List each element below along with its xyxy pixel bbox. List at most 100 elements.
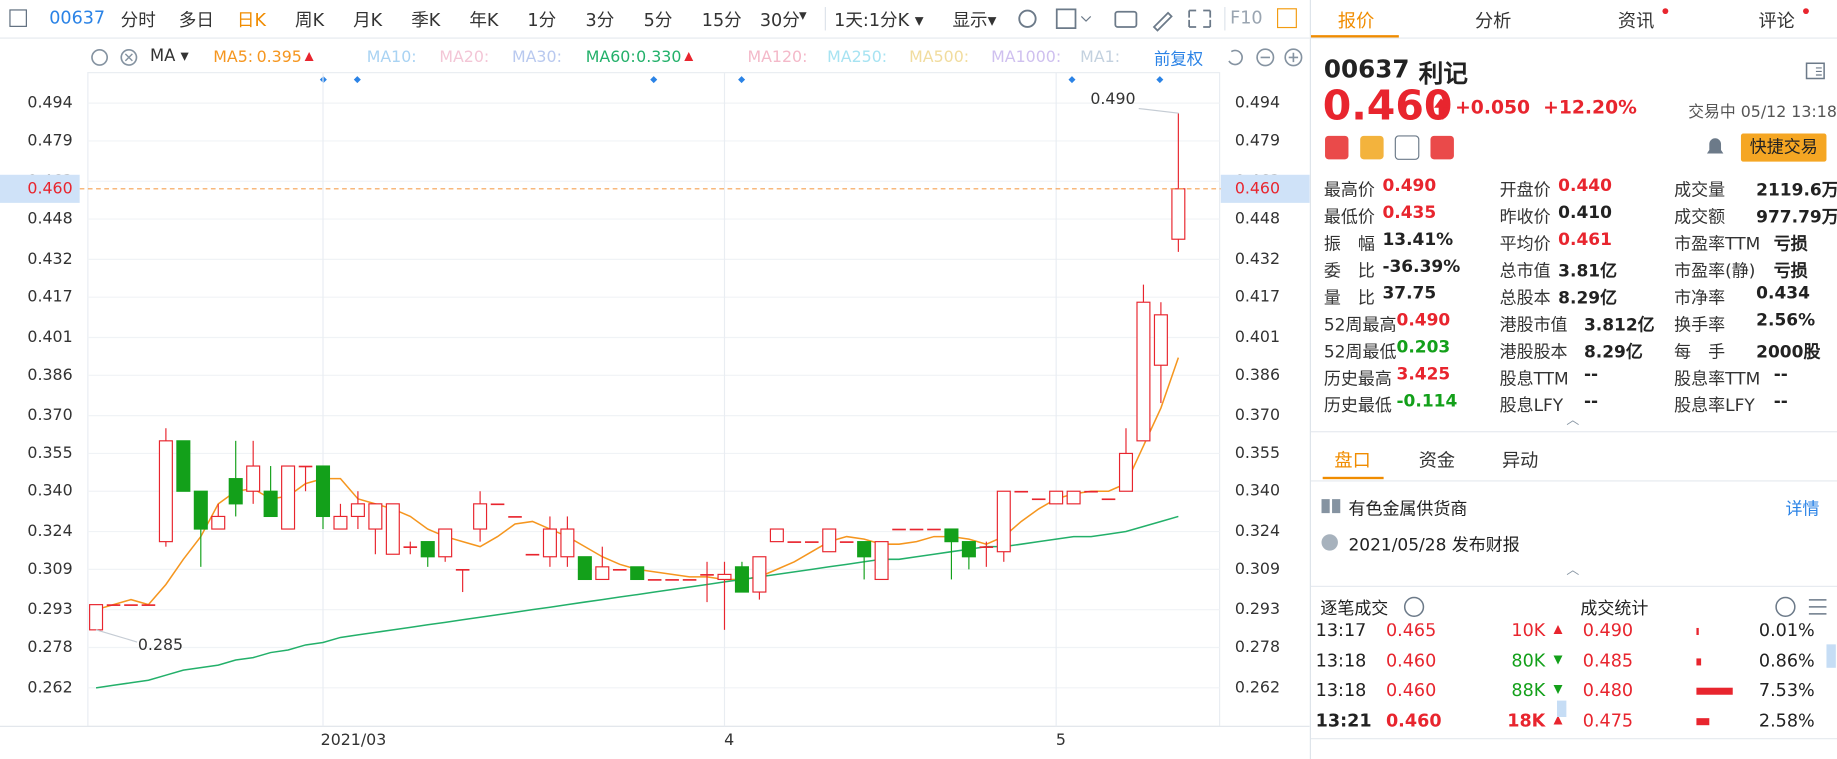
- period-tab[interactable]: 周K: [294, 9, 325, 31]
- event-marker[interactable]: [1068, 76, 1076, 84]
- y-tick-label: 0.479: [27, 130, 72, 149]
- trade-volume: 88K: [1511, 679, 1546, 702]
- period-tab[interactable]: 多日: [178, 9, 214, 31]
- tab[interactable]: 资讯: [1617, 10, 1655, 32]
- fav-badge[interactable]: [1430, 135, 1454, 160]
- price-change: +0.050 +12.20%: [1455, 96, 1637, 118]
- indicator-close[interactable]: [120, 48, 138, 66]
- stat-value: 2119.6万: [1756, 181, 1837, 201]
- shape-icon[interactable]: [1055, 8, 1077, 29]
- event-marker[interactable]: [738, 76, 746, 84]
- more-icon[interactable]: [1775, 596, 1796, 618]
- period-tab[interactable]: 5分: [643, 9, 673, 31]
- f10-button[interactable]: F10: [1230, 7, 1263, 29]
- detail-link[interactable]: 详情: [1785, 496, 1819, 521]
- stat-label: 平均价: [1499, 235, 1551, 255]
- candle-body: [1101, 498, 1116, 501]
- quick-trade-button[interactable]: 快捷交易: [1740, 133, 1827, 162]
- sub-tab[interactable]: 资金: [1418, 449, 1456, 471]
- divider: [1310, 480, 1837, 482]
- period-tab[interactable]: 15分: [701, 9, 742, 31]
- period-tab[interactable]: 年K: [469, 9, 499, 31]
- candle-body: [560, 528, 575, 558]
- volume-bar: [1696, 627, 1699, 635]
- event-marker[interactable]: [1156, 76, 1164, 84]
- camera-icon[interactable]: [1114, 10, 1138, 28]
- panel-toggle[interactable]: [1277, 8, 1297, 29]
- range-select[interactable]: 1天:1分K ▾: [834, 9, 924, 31]
- stat-label: 委 比: [1323, 262, 1375, 282]
- help-icon[interactable]: [1402, 595, 1425, 618]
- display-select[interactable]: 显示▾: [952, 9, 997, 31]
- period-tab[interactable]: 季K: [411, 9, 441, 31]
- y-tick-label: 0.448: [1235, 209, 1280, 228]
- ma-trend: ▲: [304, 50, 314, 64]
- stat-share: 7.53%: [1758, 679, 1815, 702]
- sub-tab[interactable]: 异动: [1501, 449, 1539, 471]
- quote-name: 利记: [1418, 59, 1468, 88]
- list-icon[interactable]: [1808, 599, 1827, 615]
- ma-name: 0.395: [256, 48, 302, 67]
- toolbar-icons: [1018, 8, 1212, 32]
- collapse-icon[interactable]: ︿: [1566, 412, 1580, 428]
- candle-body: [769, 528, 784, 543]
- candle-body: [804, 541, 819, 543]
- candle-body: [927, 528, 941, 531]
- period-dropdown[interactable]: ▾: [799, 7, 807, 25]
- toolbar-toggle[interactable]: [9, 9, 27, 27]
- period-tab[interactable]: 3分: [585, 9, 615, 31]
- scrollbar: [1826, 644, 1836, 668]
- tab[interactable]: 分析: [1474, 10, 1512, 32]
- fullscreen-icon[interactable]: [1188, 9, 1212, 28]
- current-price-label: 0.460: [1235, 178, 1280, 197]
- annotation-leader: [1138, 107, 1179, 114]
- draw-icon[interactable]: [1152, 11, 1173, 32]
- settings-icon[interactable]: [1018, 9, 1037, 28]
- tab[interactable]: 报价: [1337, 10, 1375, 32]
- adjust-button[interactable]: 前复权: [1153, 50, 1204, 70]
- period-tab[interactable]: 月K: [353, 9, 383, 31]
- stat-price: 0.485: [1582, 649, 1634, 671]
- flash-badge[interactable]: [1360, 135, 1384, 160]
- toolbar: [0, 0, 1310, 39]
- collapse-icon[interactable]: ︿: [1566, 562, 1580, 578]
- stat-label: 市净率: [1674, 289, 1726, 309]
- tab[interactable]: 评论: [1758, 10, 1795, 32]
- ma-name: MA30:: [511, 48, 562, 67]
- stat-value: 8.29亿: [1583, 343, 1643, 363]
- note-badge[interactable]: [1394, 135, 1420, 160]
- divider: [1310, 585, 1837, 587]
- reset-icon[interactable]: [1228, 49, 1243, 66]
- hk-badge[interactable]: [1325, 135, 1349, 160]
- candle-body: [525, 553, 540, 556]
- trade-volume: 18K: [1507, 710, 1546, 732]
- zoom-out[interactable]: [1256, 48, 1275, 67]
- stat-value: 0.490: [1396, 311, 1451, 331]
- divider: [1310, 738, 1837, 740]
- help-circle: [1403, 596, 1425, 618]
- period-tab[interactable]: 30分: [759, 9, 800, 31]
- period-tab[interactable]: 日K: [236, 9, 266, 31]
- panel-menu-icon[interactable]: [1805, 62, 1826, 81]
- event-marker[interactable]: [650, 76, 658, 84]
- y-tick-label: 0.262: [27, 677, 72, 696]
- annotation: 0.490: [1090, 89, 1135, 108]
- period-tab[interactable]: 分时: [120, 9, 156, 31]
- alert-icon[interactable]: [1701, 134, 1729, 162]
- candle-body: [892, 528, 906, 531]
- event-marker[interactable]: [353, 76, 361, 84]
- ma-name: MA250:: [827, 48, 888, 67]
- x-tick-label: 4: [724, 730, 734, 749]
- info-circle: [1321, 534, 1338, 551]
- stat-share: 0.86%: [1758, 649, 1815, 671]
- badge-dot: [1803, 8, 1809, 15]
- zoom-in[interactable]: [1284, 48, 1303, 67]
- sub-tab[interactable]: 盘口: [1334, 449, 1371, 471]
- candle-body: [281, 465, 296, 530]
- ma-select[interactable]: MA ▾: [149, 46, 189, 66]
- kline-chart: 0.4940.4940.4790.4790.4630.4630.4480.448…: [0, 72, 1310, 749]
- indicator-settings[interactable]: [91, 48, 109, 66]
- info-icon: [1321, 534, 1338, 551]
- period-tab[interactable]: 1分: [527, 9, 557, 31]
- stat-label: 每 手: [1674, 343, 1726, 363]
